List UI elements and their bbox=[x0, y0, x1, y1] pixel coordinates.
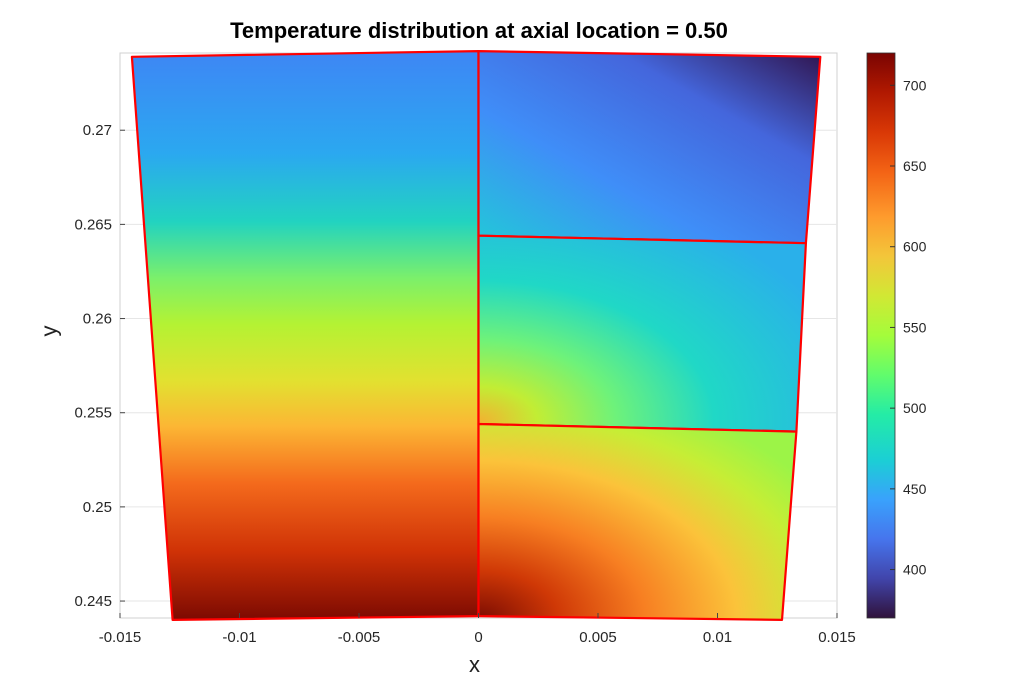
x-tick-label: -0.01 bbox=[222, 629, 256, 646]
y-tick-label: 0.27 bbox=[83, 122, 112, 139]
region-right-bottom bbox=[477, 422, 798, 622]
colorbar-tick-label: 550 bbox=[903, 319, 927, 335]
region-right-top bbox=[477, 49, 822, 245]
temperature-field bbox=[130, 49, 822, 622]
x-tick-label: 0 bbox=[474, 629, 482, 646]
y-axis-label: y bbox=[36, 325, 62, 337]
colorbar bbox=[866, 52, 896, 619]
colorbar-tick-label: 600 bbox=[903, 239, 927, 255]
x-tick-label: 0.01 bbox=[703, 629, 732, 646]
colorbar-ticks: 400 450 500 550 600 650 700 bbox=[890, 77, 927, 578]
colorbar-tick-label: 700 bbox=[903, 77, 927, 93]
region-left-half bbox=[130, 49, 480, 622]
x-tick-label: 0.005 bbox=[579, 629, 617, 646]
chart-title: Temperature distribution at axial locati… bbox=[230, 18, 728, 43]
y-tick-label: 0.245 bbox=[74, 593, 112, 610]
x-axis-label: x bbox=[469, 652, 480, 677]
y-tick-label: 0.255 bbox=[74, 405, 112, 422]
x-tick-label: -0.005 bbox=[338, 629, 381, 646]
colorbar-tick-label: 500 bbox=[903, 400, 927, 416]
x-tick-label: -0.015 bbox=[99, 629, 142, 646]
axis-ticks: -0.015 -0.01 -0.005 0 0.005 0.01 0.015 0.245 0.2… bbox=[74, 122, 855, 646]
colorbar-tick-label: 650 bbox=[903, 158, 927, 174]
x-tick-label: 0.015 bbox=[818, 629, 856, 646]
y-tick-label: 0.265 bbox=[74, 216, 112, 233]
y-tick-label: 0.25 bbox=[83, 499, 112, 516]
colorbar-tick-label: 400 bbox=[903, 562, 927, 578]
region-right-middle bbox=[477, 234, 808, 433]
y-tick-label: 0.26 bbox=[83, 311, 112, 328]
colorbar-tick-label: 450 bbox=[903, 481, 927, 497]
